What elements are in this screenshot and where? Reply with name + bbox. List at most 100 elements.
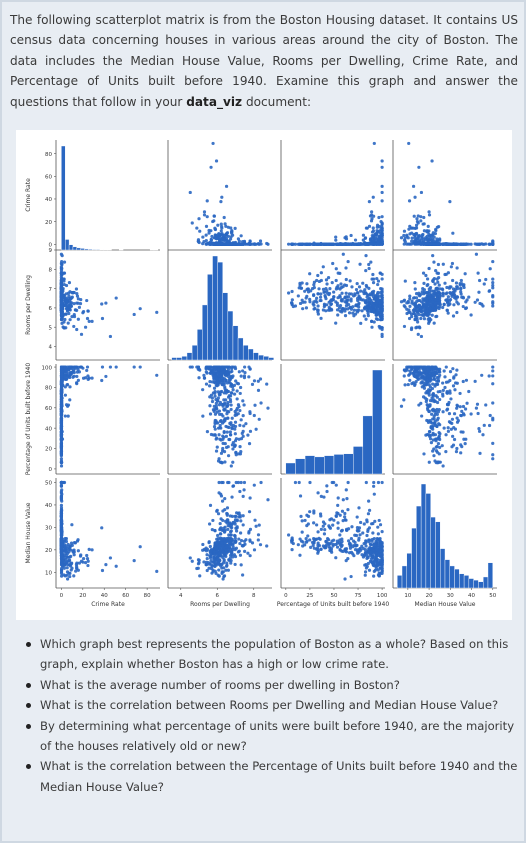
scatter-point <box>446 403 450 407</box>
scatter-point <box>433 282 437 286</box>
scatter-point <box>230 230 234 234</box>
scatter-point <box>482 242 486 246</box>
scatter-point <box>205 371 209 375</box>
scatter-point <box>63 393 68 397</box>
scatter-point <box>455 300 459 304</box>
scatter-point <box>408 294 412 298</box>
scatter-point <box>482 423 486 427</box>
scatter-point <box>63 414 67 418</box>
scatter-point <box>312 242 316 246</box>
scatter-point <box>64 303 68 307</box>
scatter-point <box>228 377 233 381</box>
scatter-point <box>380 290 384 295</box>
scatter-point <box>355 281 359 286</box>
histogram-bar <box>248 348 254 361</box>
scatter-point <box>371 229 376 233</box>
scatter-point <box>325 282 329 286</box>
scatter-point <box>469 242 473 246</box>
histogram-bar <box>222 292 229 361</box>
scatter-point <box>349 233 353 238</box>
scatter-point <box>59 372 64 376</box>
scatter-point <box>438 389 442 394</box>
scatter-point <box>431 231 435 235</box>
scatter-point <box>241 494 245 499</box>
scatter-point <box>228 437 232 442</box>
scatter-point <box>238 553 243 557</box>
scatter-point <box>410 301 414 305</box>
scatter-point <box>380 334 384 339</box>
scatter-point <box>211 518 215 523</box>
scatter-point <box>221 237 226 241</box>
scatter-point <box>204 224 209 228</box>
scatter-point <box>428 377 432 381</box>
scatter-point <box>341 252 345 256</box>
subplot-r0-c2 <box>280 140 385 251</box>
scatter-point <box>459 287 463 291</box>
scatter-point <box>211 568 215 572</box>
scatter-point <box>252 548 257 552</box>
scatter-point <box>212 555 216 559</box>
subplot-r3-c2 <box>280 478 385 589</box>
scatter-point <box>463 272 467 276</box>
scatter-point <box>332 290 336 294</box>
scatter-point <box>434 439 438 443</box>
scatter-point <box>326 242 331 246</box>
scatter-point <box>322 302 327 306</box>
scatter-point <box>239 539 244 543</box>
scatter-point <box>216 512 221 516</box>
scatter-point <box>346 242 350 246</box>
scatter-point <box>428 237 432 241</box>
scatter-point <box>219 419 223 423</box>
scatter-point <box>422 317 427 321</box>
scatter-point <box>431 407 435 411</box>
scatter-point <box>215 508 219 512</box>
scatter-point <box>59 425 64 429</box>
scatter-point <box>410 226 414 230</box>
scatter-point <box>420 385 424 389</box>
scatter-point <box>459 451 463 455</box>
scatter-point <box>81 556 86 561</box>
scatter-point <box>233 365 237 369</box>
scatter-point <box>248 538 252 542</box>
scatter-point <box>242 403 246 407</box>
scatter-point <box>442 369 446 373</box>
scatter-point <box>217 433 221 437</box>
scatter-point <box>431 292 436 296</box>
scatter-point <box>190 221 194 225</box>
scatter-point <box>254 524 258 528</box>
scatter-point <box>59 437 64 441</box>
scatter-point <box>90 548 94 552</box>
scatter-point <box>443 281 447 285</box>
scatter-point <box>370 277 374 281</box>
scatter-point <box>204 367 208 371</box>
scatter-point <box>380 199 384 203</box>
scatter-point <box>222 574 227 578</box>
scatter-point <box>327 292 331 297</box>
scatter-point <box>228 381 232 385</box>
scatter-point <box>207 231 211 235</box>
scatter-point <box>417 165 421 169</box>
scatter-point <box>455 310 459 315</box>
scatter-point <box>343 314 348 318</box>
scatter-point <box>59 533 64 538</box>
scatter-point <box>248 496 252 500</box>
scatter-point <box>414 223 419 227</box>
histogram-bar <box>324 455 335 475</box>
scatter-point <box>220 242 224 246</box>
scatter-point <box>421 395 426 399</box>
subplot-r2-c0 <box>55 364 160 475</box>
scatter-point <box>240 431 244 435</box>
histogram-bar <box>207 274 213 361</box>
scatter-point <box>210 399 215 404</box>
scatter-point <box>417 312 421 317</box>
scatter-point <box>233 420 238 424</box>
scatter-point <box>454 242 458 246</box>
scatter-point <box>452 412 457 416</box>
scatter-point <box>213 381 217 385</box>
scatter-point <box>416 332 420 336</box>
scatter-point <box>246 551 250 555</box>
scatter-point <box>59 304 64 308</box>
scatter-point <box>460 409 464 413</box>
scatter-point <box>435 225 439 229</box>
scatter-point <box>59 422 64 426</box>
